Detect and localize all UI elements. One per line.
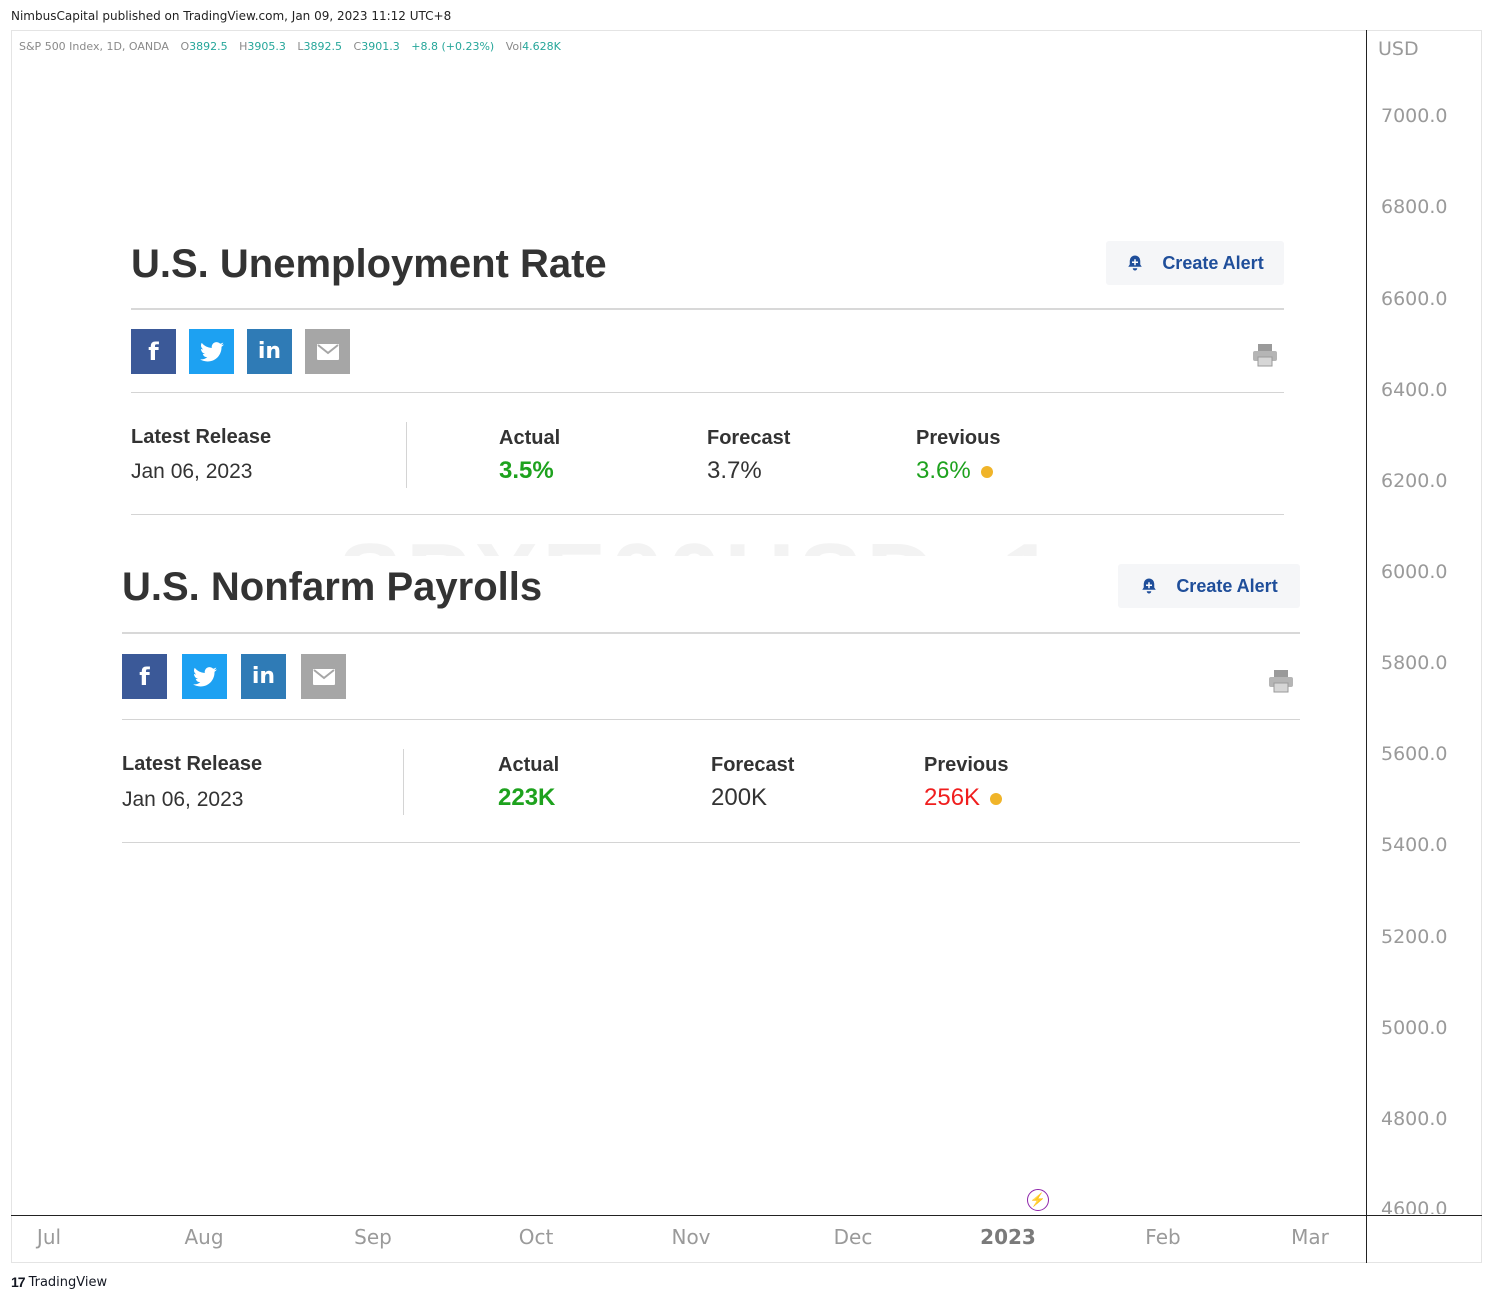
low-value: 3892.5	[303, 40, 343, 53]
card-divider	[131, 392, 1284, 393]
high-label: H	[239, 40, 248, 53]
previous-value: 3.6%	[916, 457, 971, 484]
latest-release-label: Latest Release	[122, 753, 263, 775]
price-axis-line	[1366, 30, 1367, 1263]
chart-pane[interactable]	[11, 30, 1482, 1263]
forecast-label: Forecast	[711, 754, 795, 776]
price-axis-label: 5600.0	[1381, 743, 1448, 765]
linkedin-icon[interactable]: in	[247, 329, 292, 374]
facebook-icon[interactable]: f	[122, 654, 167, 699]
economic-card-nonfarm: U.S. Nonfarm Payrolls Create Alert f in …	[122, 563, 1300, 848]
stat-divider	[403, 749, 404, 815]
card-divider	[122, 719, 1300, 720]
facebook-icon[interactable]: f	[131, 329, 176, 374]
previous-value: 256K	[924, 784, 981, 811]
tradingview-logo[interactable]: 17 TradingView	[11, 1274, 107, 1290]
card-divider	[131, 514, 1284, 515]
previous-label: Previous	[924, 754, 1009, 776]
volume-label: Vol	[505, 40, 523, 53]
price-axis-label: 5000.0	[1381, 1017, 1448, 1039]
lightning-event-icon[interactable]: ⚡	[1027, 1189, 1049, 1211]
price-axis-label: 6000.0	[1381, 561, 1448, 583]
tradingview-brand: TradingView	[28, 1274, 108, 1290]
high-value: 3905.3	[247, 40, 286, 53]
time-axis-label: Oct	[518, 1225, 554, 1249]
bell-icon	[1142, 578, 1157, 594]
bell-icon	[1128, 255, 1143, 271]
forecast-value: 3.7%	[707, 457, 762, 484]
price-axis-label: 5200.0	[1381, 926, 1448, 948]
price-axis-label: 6200.0	[1381, 470, 1448, 492]
open-value: 3892.5	[189, 40, 228, 53]
close-value: 3901.3	[361, 40, 400, 53]
previous-value-row: 3.6%	[916, 457, 993, 485]
time-axis-label: Nov	[671, 1225, 711, 1249]
price-axis-label: 5800.0	[1381, 652, 1448, 674]
symbol-watermark: SPXE00USD, 1D	[338, 520, 1038, 557]
card-divider	[122, 842, 1300, 843]
create-alert-button[interactable]: Create Alert	[1118, 564, 1300, 608]
price-axis-label: 6800.0	[1381, 196, 1448, 218]
volume-value: 4.628K	[522, 40, 561, 53]
email-icon[interactable]	[301, 654, 346, 699]
previous-label: Previous	[916, 427, 1001, 449]
card-title: U.S. Unemployment Rate	[131, 242, 607, 286]
price-axis-label: 6600.0	[1381, 288, 1448, 310]
tradingview-mark-icon: 17	[11, 1274, 26, 1290]
stat-divider	[406, 422, 407, 488]
card-divider	[122, 632, 1300, 634]
latest-release-label: Latest Release	[131, 426, 272, 448]
previous-value-row: 256K	[924, 784, 1003, 812]
twitter-icon[interactable]	[182, 654, 227, 699]
symbol-ohlc-bar: S&P 500 Index, 1D, OANDA O3892.5 H3905.3…	[19, 40, 561, 53]
linkedin-icon[interactable]: in	[241, 654, 286, 699]
create-alert-label: Create Alert	[1176, 575, 1278, 596]
forecast-label: Forecast	[707, 427, 791, 449]
actual-label: Actual	[498, 754, 560, 776]
time-axis-label: Dec	[833, 1225, 873, 1249]
time-axis-label: Jul	[36, 1225, 62, 1249]
price-axis-label: 5400.0	[1381, 834, 1448, 856]
create-alert-label: Create Alert	[1162, 252, 1264, 273]
twitter-icon[interactable]	[189, 329, 234, 374]
revision-dot-icon[interactable]	[990, 792, 1003, 805]
actual-value: 223K	[498, 784, 556, 811]
printer-icon[interactable]	[1268, 668, 1294, 694]
latest-release-date: Jan 06, 2023	[122, 788, 244, 811]
time-axis-label: 2023	[980, 1225, 1036, 1249]
actual-label: Actual	[499, 427, 561, 449]
published-caption: NimbusCapital published on TradingView.c…	[11, 9, 452, 23]
price-axis-label: 4800.0	[1381, 1108, 1448, 1130]
low-label: L	[297, 40, 304, 53]
close-label: C	[353, 40, 362, 53]
time-axis-line	[11, 1215, 1482, 1216]
price-axis-clip: 4600.0	[1367, 1196, 1481, 1214]
actual-value: 3.5%	[499, 457, 554, 484]
price-axis-label: 7000.0	[1381, 105, 1448, 127]
revision-dot-icon[interactable]	[980, 465, 993, 478]
printer-icon[interactable]	[1252, 342, 1278, 368]
time-axis-label: Mar	[1291, 1225, 1329, 1249]
change-value: +8.8 (+0.23%)	[411, 40, 495, 53]
time-axis-label: Aug	[184, 1225, 224, 1249]
create-alert-button[interactable]: Create Alert	[1106, 241, 1284, 285]
price-axis-label: 6400.0	[1381, 379, 1448, 401]
time-axis-label: Feb	[1145, 1225, 1181, 1249]
price-axis-currency[interactable]: USD	[1378, 38, 1419, 60]
time-axis-label: Sep	[354, 1225, 392, 1249]
email-icon[interactable]	[305, 329, 350, 374]
open-label: O	[180, 40, 190, 53]
latest-release-date: Jan 06, 2023	[131, 460, 253, 483]
economic-card-unemployment: U.S. Unemployment Rate Create Alert f in…	[131, 240, 1284, 520]
card-divider	[131, 308, 1284, 310]
price-axis-label: 4600.0	[1381, 1198, 1448, 1214]
forecast-value: 200K	[711, 784, 768, 811]
symbol-name: S&P 500 Index, 1D, OANDA	[19, 40, 169, 53]
card-title: U.S. Nonfarm Payrolls	[122, 565, 543, 609]
